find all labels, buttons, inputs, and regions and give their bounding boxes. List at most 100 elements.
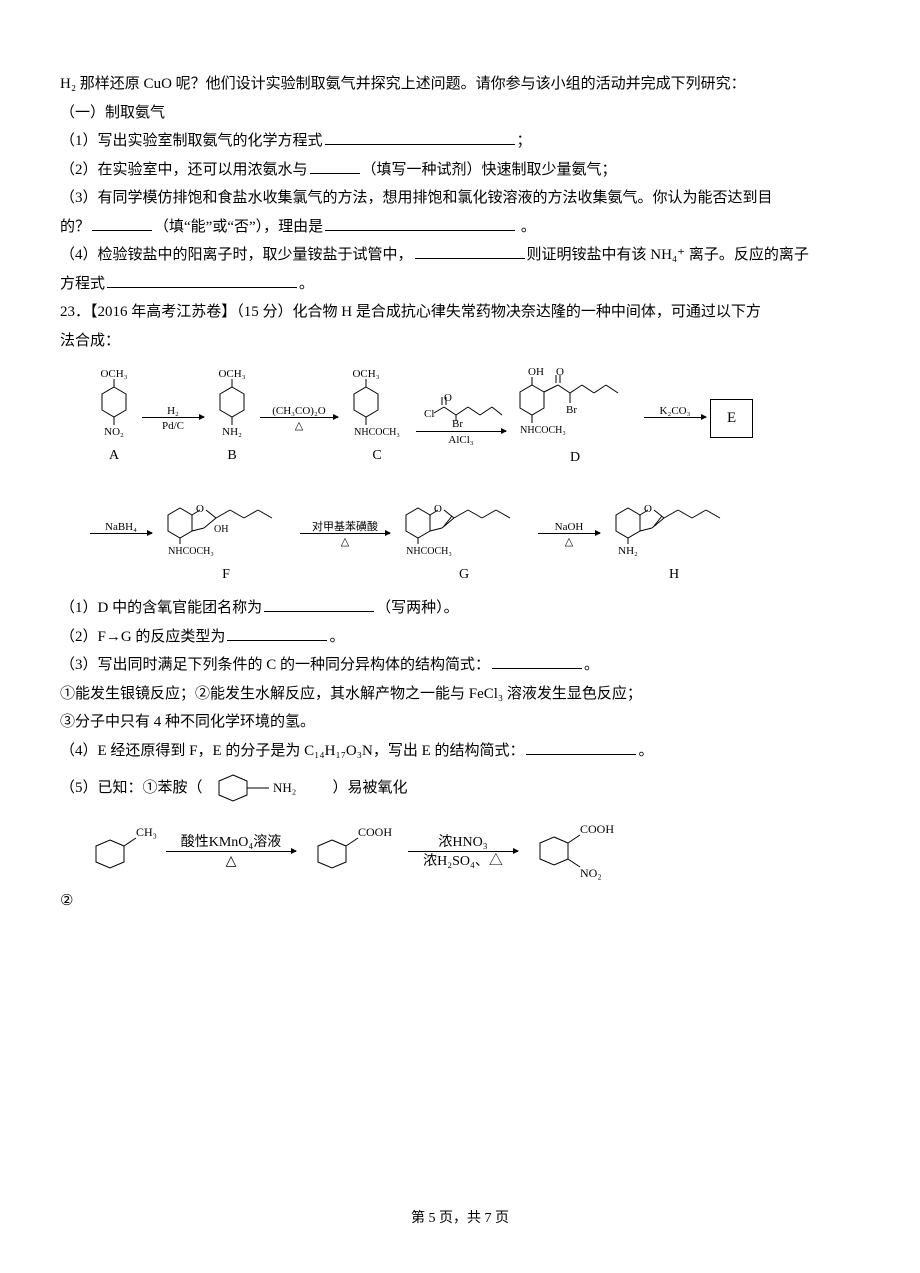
svg-text:COOH: COOH: [580, 822, 614, 836]
mol-f: O OH NHCOCH₃ F: [156, 482, 296, 589]
arrow-6-above: 对甲基苯磺酸: [312, 521, 378, 533]
line-7a: （4）检验铵盐中的阳离子时，取少量铵盐于试管中，: [60, 247, 413, 263]
blank-1: [325, 130, 515, 145]
rxn5-arrow-1: 酸性KMnO₄溶液 △: [166, 835, 296, 869]
svg-text:O: O: [434, 503, 442, 515]
label-d: D: [570, 445, 580, 472]
line-5: （3）有同学模仿排饱和食盐水收集氯气的方法，想用排饱和氯化铵溶液的方法收集氨气。…: [60, 184, 860, 213]
line-7: （4）检验铵盐中的阳离子时，取少量铵盐于试管中，则证明铵盐中有该 NH₄⁺ 离子…: [60, 241, 860, 270]
svg-text:Cl: Cl: [424, 408, 434, 420]
rxn5-arr1-below: △: [226, 854, 237, 869]
line-4: （2）在实验室中，还可以用浓氨水与（填写一种试剂）快速制取少量氨气；: [60, 156, 860, 185]
line-8: 方程式。: [60, 270, 860, 299]
arrow-5-below: [120, 536, 123, 548]
benzene-c-icon: OCH₃ NHCOCH₃: [342, 367, 412, 441]
scheme-row-1: OCH₃ NO₂ A H₂ Pd/C OCH₃ NH₂ B: [90, 365, 860, 472]
blank-6: [107, 273, 297, 288]
arrow-line-icon: [416, 431, 506, 432]
benzene-a-icon: OCH₃ NO₂: [90, 367, 138, 441]
arrow-line-icon: [166, 851, 296, 852]
line-3a: （1）写出实验室制取氨气的化学方程式: [60, 133, 323, 149]
line-6: 的？ （填“能”或“否”），理由是 。: [60, 213, 860, 242]
q23-line2: 法合成：: [60, 327, 860, 356]
sub-2: （2）F→G 的反应类型为 。: [60, 623, 860, 652]
arrow-4: K₂CO₃: [644, 405, 706, 432]
arrow-7-above: NaOH: [555, 521, 584, 533]
rxn5-arr1-above: 酸性KMnO₄溶液: [181, 835, 282, 850]
svg-text:OH: OH: [214, 524, 228, 535]
sub-5: （5）已知：①苯胺（ NH₂ ）易被氧化: [60, 765, 860, 811]
sub-1b: （写两种）。: [376, 600, 459, 616]
blank-3: [92, 216, 152, 231]
nitrobenzoic-acid-icon: COOH NO₂: [524, 817, 634, 887]
arrow-2-above: (CH₃CO)₂O: [272, 405, 326, 417]
svg-text:OCH₃: OCH₃: [352, 368, 379, 380]
svg-text:NHCOCH₃: NHCOCH₃: [406, 546, 452, 557]
svg-text:NHCOCH₃: NHCOCH₃: [520, 425, 566, 436]
line-8a: 方程式: [60, 276, 105, 292]
sub-3: （3）写出同时满足下列条件的 C 的一种同分异构体的结构简式：。: [60, 651, 860, 680]
blank-2: [310, 159, 360, 174]
scheme-row-2: NaBH₄ O OH NHCOCH₃ F: [90, 482, 860, 589]
line-1: H₂ 那样还原 CuO 呢？他们设计实验制取氨气并探究上述问题。请你参与该小组的…: [60, 70, 860, 99]
blank-7: [264, 597, 374, 612]
sub-2a: （2）F→G 的反应类型为: [60, 629, 225, 645]
line-6b: （填“能”或“否”），理由是: [154, 219, 323, 235]
sub-3a: （3）写出同时满足下列条件的 C 的一种同分异构体的结构简式：: [60, 657, 490, 673]
label-a: A: [109, 443, 119, 470]
arrow-6-below: △: [341, 536, 349, 548]
svg-text:O: O: [196, 503, 204, 515]
arrow-line-icon: [300, 533, 390, 534]
arrow-6: 对甲基苯磺酸 △: [300, 521, 390, 548]
line-6c: 。: [517, 219, 536, 235]
sub-3-cond2: ③分子中只有 4 种不同化学环境的氢。: [60, 708, 860, 737]
benzoic-acid-icon: COOH: [302, 822, 402, 882]
toluene-icon: CH₃: [80, 822, 160, 882]
svg-text:O: O: [444, 392, 452, 404]
arrow-7-below: △: [565, 536, 573, 548]
svg-text:NH₂: NH₂: [222, 426, 242, 438]
mol-g-icon: O NHCOCH₃: [394, 482, 534, 560]
arrow-line-icon: [142, 417, 204, 418]
reaction-5: CH₃ 酸性KMnO₄溶液 △ COOH 浓HNO₃ 浓H₂SO₄、△ COOH…: [80, 817, 860, 887]
rxn5-arrow-2: 浓HNO₃ 浓H₂SO₄、△: [408, 835, 518, 869]
arrow-3: Cl O Br AlCl₃: [416, 391, 506, 446]
arrow-line-icon: [260, 417, 338, 418]
acyl-chloride-icon: Cl O Br: [418, 391, 504, 431]
svg-text:NH₂: NH₂: [618, 545, 638, 557]
svg-text:O: O: [644, 503, 652, 515]
rxn5-arr2-below: 浓H₂SO₄、△: [423, 854, 503, 869]
arrow-1-above: H₂: [167, 405, 179, 417]
mol-a: OCH₃ NO₂ A: [90, 367, 138, 470]
svg-text:NO₂: NO₂: [580, 866, 602, 880]
mol-h: O NH₂ H: [604, 482, 744, 589]
line-3: （1）写出实验室制取氨气的化学方程式；: [60, 127, 860, 156]
blank-5: [415, 244, 525, 259]
blank-4: [325, 216, 515, 231]
arrow-7: NaOH △: [538, 521, 600, 548]
label-c: C: [372, 443, 381, 470]
sub-3-cond1: ①能发生银镜反应；②能发生水解反应，其水解产物之一能与 FeCl₃ 溶液发生显色…: [60, 680, 860, 709]
mol-d-icon: OH O Br NHCOCH₃: [510, 365, 640, 443]
mol-d: OH O Br NHCOCH₃ D: [510, 365, 640, 472]
svg-text:OCH₃: OCH₃: [100, 368, 127, 380]
arrow-line-icon: [408, 851, 518, 852]
svg-text:NO₂: NO₂: [104, 426, 124, 438]
arrow-1-below: Pd/C: [162, 420, 184, 432]
arrow-2-below: △: [295, 420, 303, 432]
arrow-4-above: K₂CO₃: [660, 405, 691, 417]
reaction-scheme: OCH₃ NO₂ A H₂ Pd/C OCH₃ NH₂ B: [90, 365, 860, 588]
box-e: E: [710, 399, 753, 438]
arrow-2: (CH₃CO)₂O △: [260, 405, 338, 432]
svg-text:NHCOCH₃: NHCOCH₃: [168, 546, 214, 557]
svg-text:COOH: COOH: [358, 825, 392, 839]
line-6a: 的？: [60, 219, 90, 235]
arrow-line-icon: [538, 533, 600, 534]
sub-2b: 。: [329, 629, 344, 645]
arrow-line-icon: [644, 417, 706, 418]
svg-text:OH: OH: [528, 366, 544, 378]
mol-b: OCH₃ NH₂ B: [208, 367, 256, 470]
label-g: G: [459, 562, 469, 589]
svg-text:NHCOCH₃: NHCOCH₃: [354, 427, 400, 438]
mol-f-icon: O OH NHCOCH₃: [156, 482, 296, 560]
